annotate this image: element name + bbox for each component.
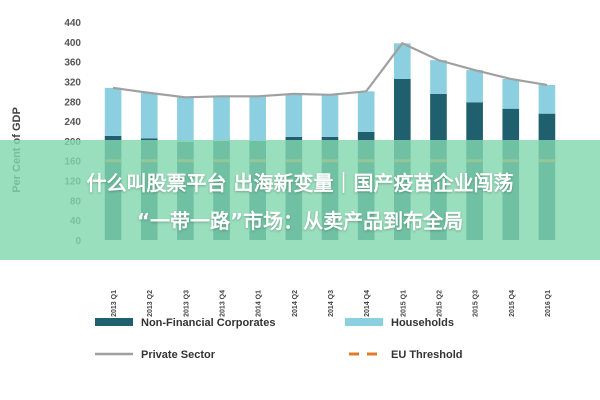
x-tick-label: 2015 Q2 bbox=[436, 290, 443, 317]
y-tick-label: 320 bbox=[64, 77, 81, 88]
bar-households bbox=[321, 94, 339, 137]
x-axis: 2013 Q1 2013 Q2 2013 Q3 2013 Q4 2014 Q1 2014 … bbox=[111, 290, 552, 317]
y-tick-label: 400 bbox=[64, 38, 81, 49]
bar-households bbox=[538, 84, 556, 114]
x-tick-label: 2014 Q3 bbox=[328, 290, 335, 317]
bar-households bbox=[430, 60, 447, 94]
x-tick-label: 2013 Q1 bbox=[111, 290, 118, 317]
bar-households bbox=[177, 97, 194, 142]
x-tick-label: 2014 Q2 bbox=[292, 290, 299, 317]
legend-label: EU Threshold bbox=[391, 349, 463, 361]
bar-households bbox=[502, 78, 520, 109]
bar-households bbox=[249, 96, 267, 141]
bar-households bbox=[104, 87, 122, 136]
bar-households bbox=[357, 91, 375, 132]
x-tick-label: 2013 Q2 bbox=[147, 290, 154, 317]
x-tick-label: 2015 Q4 bbox=[509, 290, 516, 317]
x-tick-label: 2014 Q4 bbox=[364, 290, 371, 317]
private-sector-line bbox=[112, 41, 548, 99]
legend-label: Households bbox=[391, 317, 454, 329]
legend-swatch bbox=[345, 318, 383, 326]
promo-banner[interactable] bbox=[0, 140, 600, 260]
banner-headline-line1[interactable]: 什么叫股票平台 出海新变量｜国产疫苗企业闯荡 bbox=[86, 171, 514, 195]
y-tick-label: 240 bbox=[64, 117, 81, 128]
x-tick-label: 2015 Q3 bbox=[473, 290, 480, 317]
x-tick-label: 2013 Q3 bbox=[183, 290, 190, 317]
legend-label: Non-Financial Corporates bbox=[141, 317, 275, 329]
x-tick-label: 2016 Q1 bbox=[545, 290, 552, 317]
x-tick-label: 2015 Q1 bbox=[400, 290, 407, 317]
bar-households bbox=[285, 93, 303, 137]
legend-label: Private Sector bbox=[141, 349, 216, 361]
x-tick-label: 2013 Q4 bbox=[220, 290, 227, 317]
y-tick-label: 440 bbox=[64, 18, 81, 29]
y-tick-label: 280 bbox=[64, 97, 81, 108]
bar-households bbox=[140, 92, 158, 139]
banner-headline-line2[interactable]: “一带一路”市场：从卖产品到布全局 bbox=[136, 209, 464, 233]
bar-households bbox=[393, 43, 411, 79]
bar-households bbox=[213, 96, 230, 141]
x-tick-label: 2014 Q1 bbox=[256, 290, 263, 317]
legend: Non-Financial Corporates Households Privat… bbox=[95, 317, 463, 361]
y-tick-label: 360 bbox=[64, 58, 81, 69]
bar-households bbox=[466, 70, 483, 103]
legend-swatch bbox=[95, 318, 133, 326]
